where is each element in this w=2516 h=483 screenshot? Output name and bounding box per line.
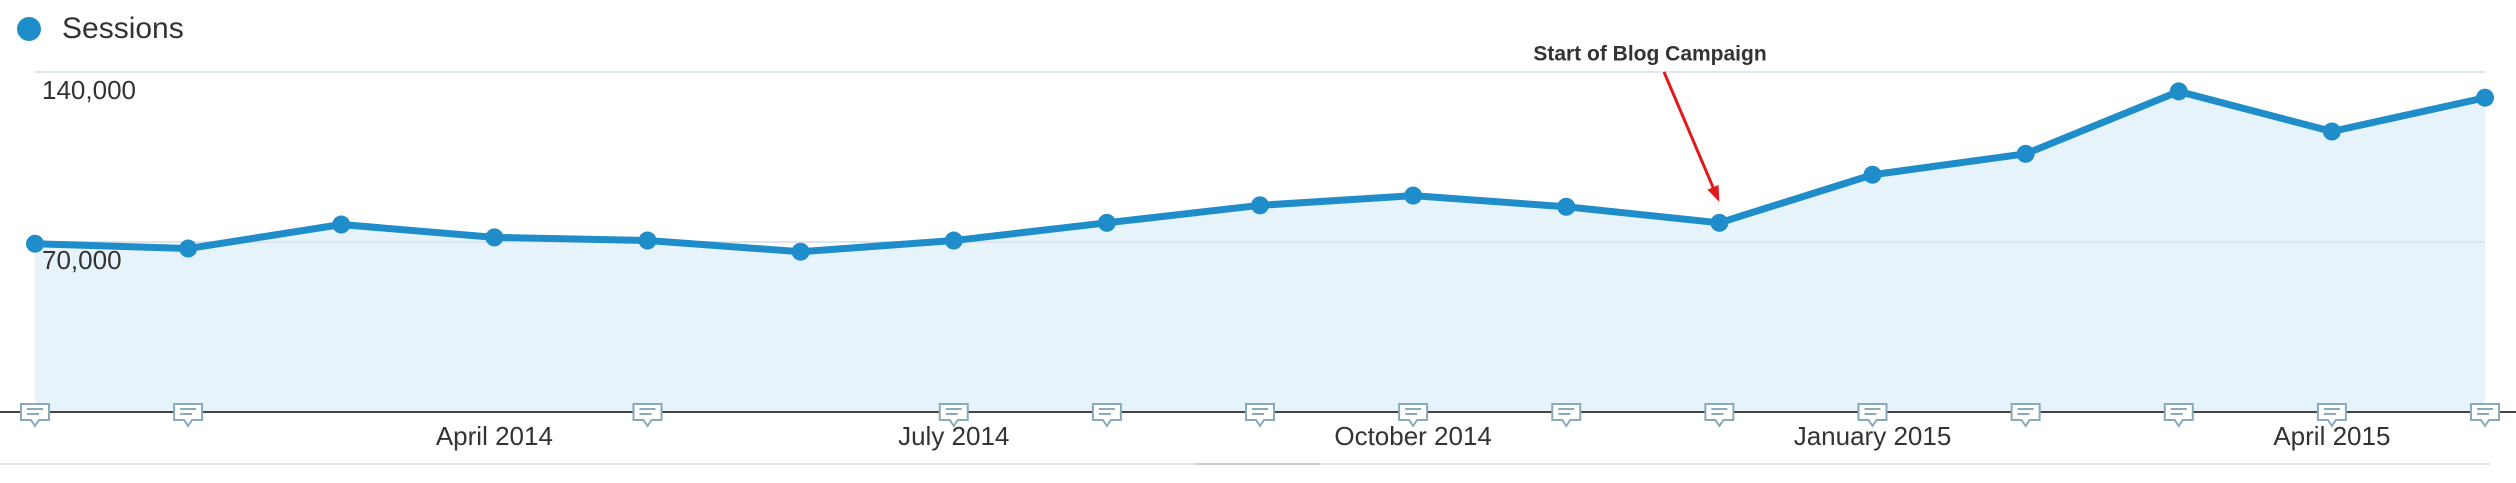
point: [179, 239, 198, 258]
legend-marker: [17, 17, 41, 41]
point: [944, 231, 963, 250]
y-tick-label: 70,000: [42, 245, 122, 275]
point: [2016, 144, 2035, 163]
area: [35, 91, 2485, 412]
annotation-icon[interactable]: [1245, 403, 1275, 428]
annotation-icon[interactable]: [173, 403, 204, 428]
point: [26, 234, 44, 253]
annotation-icon[interactable]: [1857, 403, 1888, 428]
annotation-icon[interactable]: [2010, 403, 2041, 428]
point: [2322, 122, 2341, 141]
annotation-icon[interactable]: [632, 403, 663, 428]
point: [1863, 165, 1882, 184]
annotation-arrow: [1662, 71, 1717, 194]
annotation-icon[interactable]: [1091, 403, 1122, 428]
point: [2476, 88, 2494, 107]
annotation-arrowhead: [1707, 184, 1720, 203]
point: [1097, 213, 1116, 232]
annotation-icon[interactable]: [1398, 403, 1429, 428]
point: [1404, 186, 1423, 205]
point: [638, 231, 657, 250]
y-tick-label: 140,000: [42, 75, 136, 105]
annotation-icon[interactable]: [2470, 403, 2500, 428]
point: [1710, 213, 1729, 232]
annotation-icon[interactable]: [1704, 403, 1735, 428]
annotation-icon[interactable]: [20, 403, 50, 428]
point: [2169, 82, 2188, 101]
annotation-icon[interactable]: [2163, 403, 2194, 428]
annotation-icon[interactable]: [2316, 403, 2347, 428]
annotation-icon[interactable]: [938, 403, 969, 428]
point: [1251, 196, 1269, 215]
point: [1557, 197, 1576, 216]
legend-label: Sessions: [62, 12, 184, 45]
annotation-text: Start of Blog Campaign: [1533, 43, 1766, 66]
point: [791, 242, 810, 261]
x-tick-label: April 2014: [436, 421, 553, 451]
point: [332, 215, 351, 234]
point: [485, 228, 504, 247]
annotation-icon[interactable]: [1551, 403, 1582, 428]
